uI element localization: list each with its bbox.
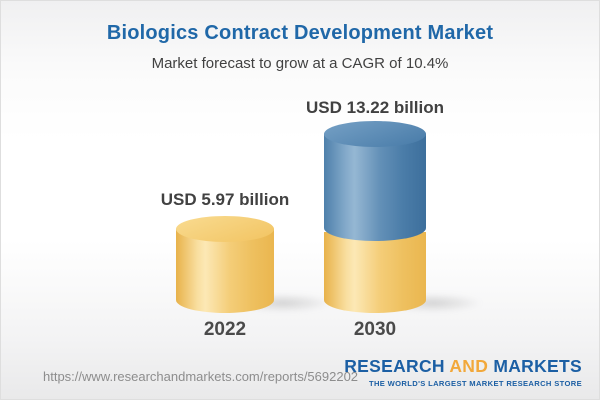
bar-2022-cylinder-body — [176, 229, 274, 313]
bar-2030-year-label: 2030 — [353, 319, 397, 340]
bar-2022-cylinder-top-face — [176, 216, 274, 242]
logo-word-research: RESEARCH — [344, 356, 445, 376]
bar-2022-value-label: USD 5.97 billion — [160, 190, 290, 209]
bar-2022-year-label: 2022 — [203, 319, 247, 340]
research-and-markets-logo: RESEARCH AND MARKETS THE WORLD'S LARGEST… — [344, 356, 582, 388]
bar-2030-cylinder-growth-segment — [324, 134, 426, 241]
report-url[interactable]: https://www.researchandmarkets.com/repor… — [43, 369, 359, 384]
logo-wordmark: RESEARCH AND MARKETS — [344, 356, 582, 376]
logo-tagline: THE WORLD'S LARGEST MARKET RESEARCH STOR… — [368, 378, 582, 388]
bar-2030-cylinder-base-segment — [324, 232, 426, 313]
bar-2030-cylinder-top-face — [324, 121, 426, 147]
chart-subtitle: Market forecast to grow at a CAGR of 10.… — [151, 55, 449, 72]
logo-word-markets: MARKETS — [493, 356, 582, 376]
logo-word-and: AND — [449, 356, 489, 376]
page-title: Biologics Contract Development Market — [106, 22, 494, 44]
bar-2030-value-label: USD 13.22 billion — [306, 98, 444, 117]
